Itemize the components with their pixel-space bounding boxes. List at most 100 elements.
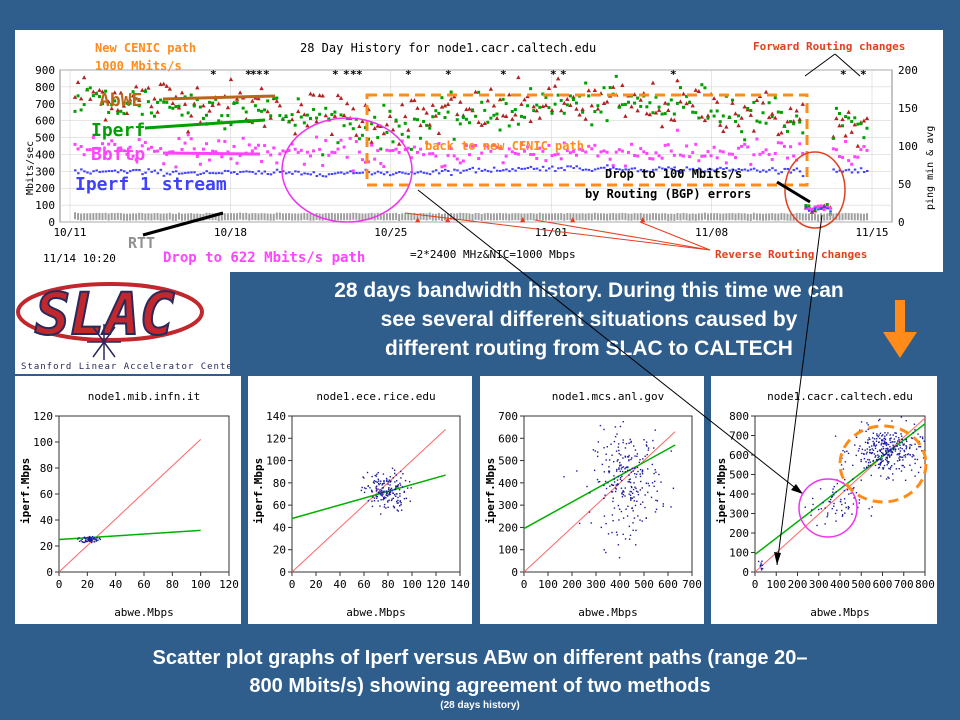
scatter-point (652, 439, 654, 442)
point-bbftp (626, 150, 630, 154)
rtt-mark (541, 213, 544, 221)
scatter-point (644, 494, 646, 496)
scatter-point (618, 508, 621, 510)
point-iperf (718, 120, 722, 124)
abwe-point (491, 103, 497, 108)
right-axis-label: ping min & avg (925, 126, 936, 210)
scatter-point (900, 456, 902, 458)
scatter-point (888, 453, 890, 456)
scatter-point (867, 461, 870, 464)
scatter-point (363, 487, 366, 489)
scatter-point (578, 522, 581, 525)
iperf1-point (135, 168, 138, 171)
scatter-point (80, 539, 82, 542)
point-bbftp (541, 149, 545, 153)
point-bbftp (113, 142, 117, 146)
scatter-point (389, 484, 391, 486)
iperf1-point (471, 166, 475, 169)
scatter-point (898, 467, 900, 470)
point-iperf (461, 116, 465, 120)
scatter-point (393, 494, 396, 496)
scatter-point (892, 444, 894, 446)
iperf1-point (569, 165, 572, 168)
abwe-point (580, 107, 585, 112)
scatter-point (899, 444, 901, 446)
rtt-mark (486, 212, 489, 220)
scatter-point (833, 505, 835, 507)
scatter-point (867, 458, 869, 461)
scatter-point (403, 490, 406, 493)
point-bbftp (128, 145, 132, 149)
scatter-point (909, 446, 911, 448)
scatter-point (868, 451, 871, 454)
scatter-point (383, 497, 386, 500)
abwe-point (684, 101, 689, 106)
scatter-point (605, 459, 607, 461)
scatter-point (383, 490, 385, 492)
rtt-mark (780, 212, 783, 220)
scatter-point (871, 448, 873, 450)
scatter-point (878, 441, 880, 443)
scatter-point (894, 450, 897, 452)
iperf1-point (373, 172, 377, 175)
abwe-point (149, 104, 154, 109)
iperf1-point (217, 172, 221, 175)
rtt-mark (125, 213, 128, 221)
iperf1-point (492, 166, 496, 169)
iperf1-point (664, 167, 667, 170)
iperf1-point (752, 167, 756, 170)
rtt-mark (80, 213, 83, 221)
point-bbftp (458, 161, 462, 165)
scatter-point (877, 456, 879, 459)
scatter-point (858, 447, 860, 450)
point-iperf (526, 104, 530, 108)
scatter-point (85, 537, 87, 540)
scatter-point (393, 472, 396, 475)
iperf1-point (395, 172, 398, 175)
iperf1-point (159, 168, 163, 171)
scatter-point (397, 486, 399, 488)
scatter-point (379, 489, 381, 491)
point-iperf (85, 88, 89, 92)
scatter-point (633, 500, 635, 502)
scatter-point (882, 460, 884, 462)
abwe-point (497, 97, 503, 102)
scatter-point (639, 519, 641, 521)
scatter-point (363, 491, 366, 494)
scatter-point (387, 506, 389, 508)
rtt-mark (508, 213, 511, 221)
iperf1-point (388, 174, 392, 177)
rtt-mark (263, 213, 266, 221)
iperf1-point (196, 173, 199, 176)
scatter-point (387, 501, 389, 503)
scatter-point (645, 444, 648, 446)
point-iperf (712, 114, 716, 118)
iperf1-point (511, 168, 514, 171)
abwe-point (228, 77, 234, 82)
point-iperf (397, 124, 401, 128)
rtt-mark (483, 213, 486, 221)
point-bbftp (97, 147, 101, 151)
point-iperf (801, 131, 805, 135)
iperf1-point (416, 171, 419, 174)
scatter-point (658, 473, 660, 476)
point-bbftp (443, 164, 447, 168)
abwe-point (834, 116, 839, 121)
point-iperf (82, 103, 86, 107)
bottom-caption-line-1: Scatter plot graphs of Iperf versus ABw … (152, 647, 808, 669)
point-iperf (195, 98, 199, 102)
scatter-point (98, 537, 101, 539)
rtt-mark (309, 213, 312, 221)
scatter-point (876, 434, 878, 437)
scatter-point (832, 488, 834, 490)
scatter-point (370, 489, 373, 491)
iperf1-point (755, 169, 759, 172)
scatter-point (627, 466, 629, 468)
iperf1-point (174, 170, 178, 173)
abwe-point (666, 107, 671, 112)
scatter-point (398, 488, 401, 491)
point-bbftp (724, 161, 728, 165)
scatter-point (870, 515, 873, 517)
point-iperf (409, 147, 413, 151)
iperf1-point (538, 169, 542, 172)
